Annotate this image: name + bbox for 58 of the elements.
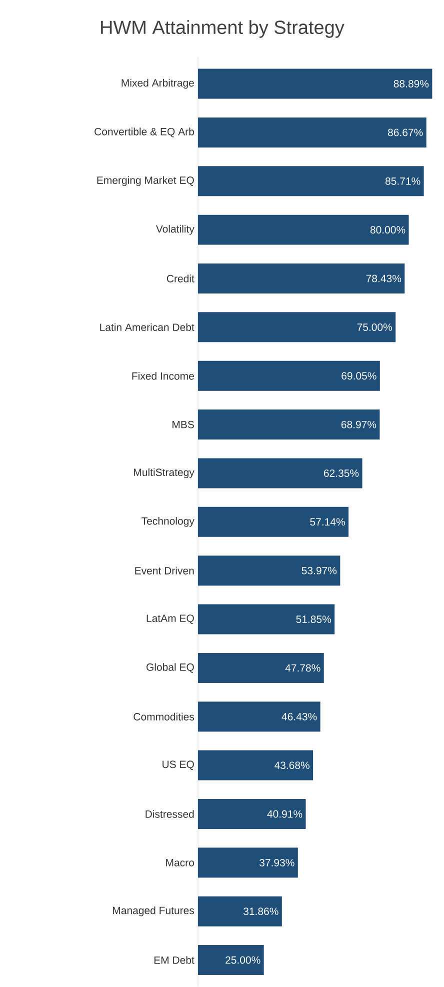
y-tick-label: Mixed Arbitrage [122, 78, 194, 89]
bar [198, 166, 424, 196]
bar [198, 896, 282, 926]
data-label: 88.89% [394, 80, 429, 88]
data-label: 75.00% [357, 323, 392, 331]
data-label: 57.14% [310, 518, 345, 526]
y-tick-label: Event Driven [135, 566, 194, 574]
data-label: 47.78% [285, 664, 320, 672]
data-label: 62.35% [324, 470, 359, 477]
chart-title: HWM Attainment by Strategy [101, 20, 344, 38]
data-label: 25.00% [226, 956, 260, 964]
bar [198, 410, 380, 440]
bar [198, 848, 298, 878]
y-tick-label: Managed Futures [113, 906, 194, 916]
bar [198, 458, 362, 488]
bar [198, 214, 409, 245]
data-label: 31.86% [244, 908, 278, 916]
y-tick-label: Emerging Market EQ [97, 176, 194, 186]
bar [198, 360, 380, 391]
bar [198, 68, 432, 99]
y-tick-label: Macro [166, 859, 194, 866]
data-label: 69.05% [342, 372, 376, 380]
y-tick-label: Commodities [134, 712, 194, 720]
data-label: 46.43% [282, 712, 317, 720]
bar [198, 117, 426, 148]
y-tick-label: US EQ [162, 760, 194, 770]
y-tick-label: EM Debt [154, 956, 194, 964]
bar [198, 604, 335, 634]
bar [198, 652, 324, 683]
data-label: 85.71% [386, 177, 420, 185]
y-tick-label: MultiStrategy [134, 468, 194, 478]
y-tick-label: LatAm EQ [146, 614, 194, 624]
y-tick-label: Convertible & EQ Arb [94, 128, 194, 138]
y-tick-label: Volatility [156, 224, 194, 235]
data-label: 68.97% [341, 420, 376, 428]
bar [198, 312, 396, 342]
data-label: 78.43% [366, 274, 402, 282]
data-label: 51.85% [296, 616, 332, 623]
bar [198, 506, 349, 537]
bar [198, 556, 340, 586]
bar [198, 945, 264, 976]
y-tick-label: Distressed [146, 810, 194, 818]
bar [198, 263, 405, 294]
data-label: 86.67% [388, 128, 423, 136]
data-label: 53.97% [302, 566, 337, 574]
data-label: 43.68% [274, 762, 310, 770]
y-tick-label: Technology [142, 517, 194, 527]
y-tick-label: MBS [172, 420, 194, 428]
y-tick-label: Global EQ [146, 663, 194, 673]
y-tick-label: Credit [167, 274, 194, 282]
y-tick-label: Latin American Debt [100, 323, 194, 332]
bar [198, 702, 320, 732]
bar [198, 798, 306, 829]
data-label: 37.93% [260, 858, 294, 866]
bar [198, 750, 314, 780]
data-label: 80.00% [370, 226, 406, 234]
data-label: 40.91% [267, 810, 302, 818]
y-tick-label: Fixed Income [132, 372, 194, 380]
